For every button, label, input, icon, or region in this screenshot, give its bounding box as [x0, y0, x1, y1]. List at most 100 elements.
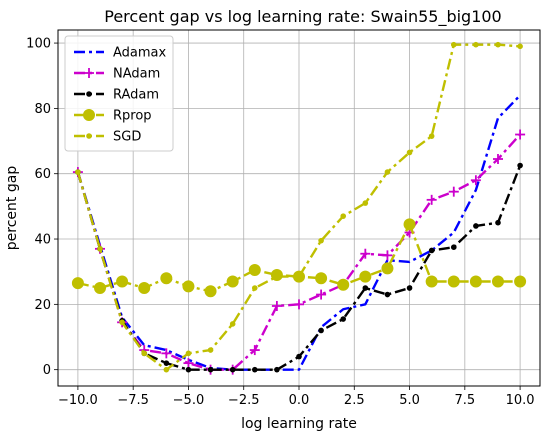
data-point-nadam: [316, 289, 327, 300]
data-point-nadam: [382, 250, 393, 261]
data-point-rprop: [514, 275, 527, 288]
y-tick-label: 60: [34, 167, 51, 182]
data-point-radam: [274, 366, 280, 373]
data-point-sgd: [428, 133, 435, 139]
data-point-sgd: [207, 347, 214, 353]
data-point-nadam: [271, 300, 282, 311]
y-tick-label: 0: [43, 363, 51, 378]
data-point-rprop: [491, 275, 504, 288]
data-point-radam: [340, 316, 347, 322]
data-point-rprop: [469, 275, 482, 288]
data-point-sgd: [296, 273, 302, 280]
data-point-rprop: [447, 275, 460, 288]
data-point-rprop: [359, 270, 372, 283]
data-point-sgd: [406, 149, 413, 156]
legend-marker-rprop: [83, 109, 95, 121]
y-tick-label: 80: [34, 102, 51, 117]
data-point-rprop: [160, 272, 173, 285]
data-point-radam: [473, 223, 479, 229]
data-point-sgd: [495, 41, 501, 48]
legend-item-nadam: NAdam: [74, 67, 160, 82]
data-point-rprop: [403, 218, 416, 231]
data-point-nadam: [360, 248, 371, 259]
data-point-radam: [296, 353, 302, 360]
y-tick-label: 40: [34, 233, 51, 248]
data-point-nadam: [470, 175, 481, 186]
chart-title: Percent gap vs log learning rate: Swain5…: [104, 7, 501, 27]
data-point-sgd: [318, 237, 324, 244]
data-point-nadam: [515, 129, 526, 140]
series-line-adamax: [76, 94, 521, 371]
legend-item-sgd: SGD: [74, 130, 141, 145]
legend-label-sgd: SGD: [113, 130, 141, 145]
legend-label-rprop: Rprop: [113, 109, 152, 124]
plot-series: [71, 41, 527, 375]
data-point-sgd: [340, 213, 347, 219]
data-point-sgd: [274, 273, 280, 280]
data-point-radam: [384, 291, 391, 298]
x-axis-label: log learning rate: [241, 416, 357, 432]
x-tick-label: 0.0: [289, 393, 310, 408]
data-point-rprop: [337, 278, 350, 291]
data-point-sgd: [517, 43, 523, 50]
data-point-rprop: [204, 285, 217, 298]
data-point-sgd: [75, 169, 81, 175]
data-point-rprop: [138, 282, 151, 295]
x-tick-label: −2.5: [228, 393, 260, 408]
data-point-nadam: [448, 186, 459, 197]
data-point-radam: [406, 285, 413, 291]
data-point-nadam: [183, 358, 194, 369]
data-point-radam: [251, 366, 258, 373]
data-point-sgd: [384, 169, 391, 175]
data-point-nadam: [249, 345, 260, 356]
data-point-sgd: [119, 319, 125, 326]
legend-label-nadam: NAdam: [113, 67, 160, 82]
x-tick-label: 2.5: [344, 393, 365, 408]
data-point-radam: [163, 360, 170, 366]
series-line-rprop: [77, 223, 521, 293]
x-tick-label: −5.0: [173, 393, 205, 408]
data-point-rprop: [116, 275, 129, 288]
data-point-sgd: [362, 200, 369, 206]
y-axis-label: percent gap: [4, 166, 20, 251]
data-point-rprop: [182, 280, 195, 293]
legend-box: [64, 35, 174, 152]
x-tick-label: −7.5: [117, 393, 149, 408]
data-point-nadam: [294, 299, 304, 310]
data-point-radam: [185, 366, 192, 373]
data-point-rprop: [226, 275, 239, 288]
data-point-radam: [207, 366, 214, 373]
series-sgd: [75, 41, 523, 373]
data-point-rprop: [425, 275, 438, 288]
legend-marker-nadam: [84, 68, 94, 78]
data-point-rprop: [94, 282, 107, 295]
legend-marker-radam: [86, 91, 92, 97]
data-point-radam: [362, 285, 369, 291]
data-point-sgd: [163, 366, 170, 373]
data-point-sgd: [473, 41, 479, 48]
x-tick-label: 5.0: [399, 393, 420, 408]
legend: Adamax NAdam RAdam Rprop SGD: [64, 35, 174, 152]
series-adamax: [76, 94, 521, 371]
x-tick-label: 10.0: [506, 393, 535, 408]
legend-item-radam: RAdam: [74, 88, 159, 103]
data-point-sgd: [251, 285, 258, 291]
data-point-rprop: [248, 264, 261, 277]
axis-ticks: −10.0 −7.5 −5.0 −2.5 0.0 2.5 5.0 7.5 10.0 0 20 40 60…: [26, 37, 534, 408]
x-tick-label: 7.5: [454, 393, 475, 408]
x-tick-label: −10.0: [58, 393, 98, 408]
data-point-sgd: [97, 246, 103, 252]
legend-label-radam: RAdam: [113, 88, 159, 103]
data-point-rprop: [315, 272, 328, 285]
y-tick-label: 20: [34, 298, 51, 313]
legend-label-adamax: Adamax: [113, 46, 167, 61]
legend-item-adamax: Adamax: [74, 46, 167, 61]
data-point-sgd: [185, 350, 192, 357]
data-point-radam: [517, 162, 523, 169]
grid: [58, 30, 540, 386]
data-point-nadam: [492, 154, 503, 165]
data-point-radam: [428, 247, 435, 254]
legend-item-rprop: Rprop: [74, 109, 152, 124]
data-point-sgd: [229, 321, 236, 327]
